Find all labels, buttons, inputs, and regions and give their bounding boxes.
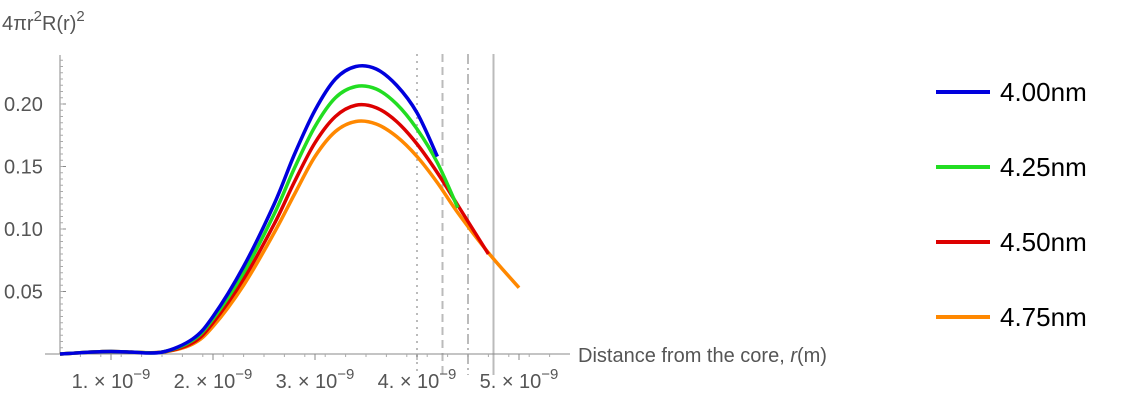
- x-ticks: 1. × 10−9 2. × 10−9 3. × 10−9 4. × 10−9 5. ×…: [72, 354, 559, 393]
- series-line-4: [59, 119, 521, 356]
- x-tick-label-5: 5. × 10−9: [480, 366, 559, 393]
- y-tick-label-2: 0.10: [4, 219, 43, 241]
- y-tick-label-3: 0.15: [4, 157, 43, 179]
- legend-label-1: 4.00nm: [1000, 77, 1087, 107]
- legend: 4.00nm 4.25nm 4.50nm 4.75nm: [936, 77, 1087, 332]
- x-tick-label-1: 1. × 10−9: [72, 366, 151, 393]
- x-tick-label-3: 3. × 10−9: [276, 366, 355, 393]
- legend-label-4: 4.75nm: [1000, 302, 1087, 332]
- y-tick-label-4: 0.20: [4, 94, 43, 116]
- axes: [45, 55, 570, 355]
- series-line-1: [59, 63, 439, 356]
- x-tick-label-2: 2. × 10−9: [174, 366, 253, 393]
- y-tick-label-1: 0.05: [4, 282, 43, 304]
- reference-lines: [416, 54, 495, 375]
- series-line-2: [59, 84, 460, 356]
- y-ticks: 0.05 0.10 0.15 0.20: [4, 94, 66, 304]
- y-axis-label: 4πr2R(r)2: [2, 8, 85, 35]
- legend-label-3: 4.50nm: [1000, 227, 1087, 257]
- minor-ticks: [60, 59, 551, 357]
- x-tick-label-4: 4. × 10−9: [378, 366, 457, 393]
- x-axis-label: Distance from the core, r(m): [578, 345, 827, 367]
- legend-label-2: 4.25nm: [1000, 152, 1087, 182]
- series-lines: [59, 63, 521, 356]
